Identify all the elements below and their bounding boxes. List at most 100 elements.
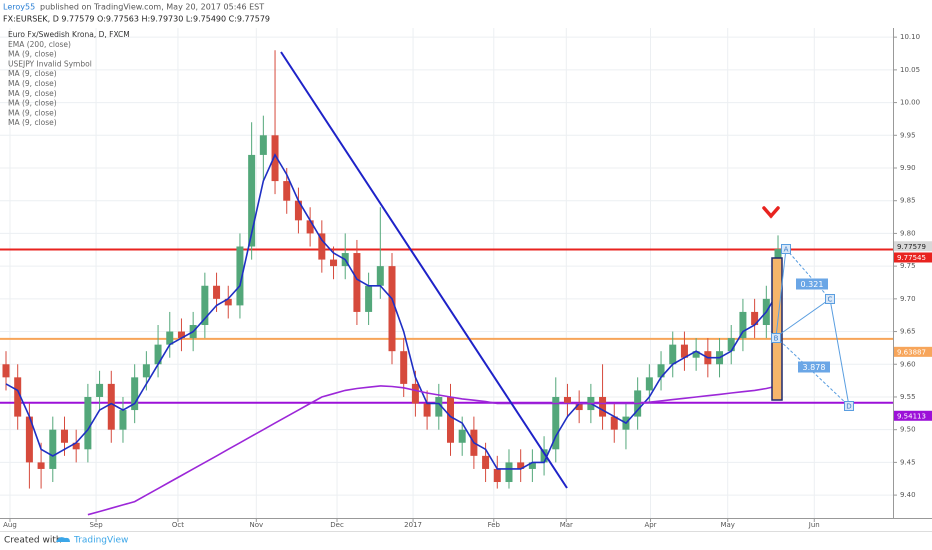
candle-body: [575, 403, 583, 411]
x-tick-label: Oct: [172, 521, 184, 529]
candle-body: [49, 429, 57, 469]
plot: [0, 50, 893, 516]
candle-body: [505, 462, 513, 483]
y-tick-label: 9.95: [900, 131, 916, 139]
y-tick-label: 9.55: [900, 393, 916, 401]
candle-body: [283, 181, 291, 201]
y-tick-label: 9.85: [900, 197, 916, 205]
publisher[interactable]: Leroy55: [3, 3, 35, 12]
candle-body: [552, 396, 560, 450]
candle-body: [2, 364, 10, 378]
candle-body: [657, 364, 665, 378]
x-tick-label: Nov: [249, 521, 263, 529]
legend-entry: MA (9, close): [8, 99, 57, 108]
candle-body: [482, 455, 490, 469]
candle-body: [692, 351, 700, 358]
candle-body: [224, 298, 232, 306]
y-tick-label: 9.40: [900, 491, 916, 499]
y-tick-label: 10.00: [900, 99, 920, 107]
legend-entry: MA (9, close): [8, 50, 57, 59]
candle-body: [400, 351, 408, 384]
legend-entry: MA (9, close): [8, 108, 57, 117]
candle-body: [177, 331, 185, 339]
candle-body: [236, 246, 244, 306]
candle-body: [435, 396, 443, 417]
legend-entry: Euro Fx/Swedish Krona, D, FXCM: [8, 30, 130, 39]
y-tick-label: 10.05: [900, 66, 920, 74]
abcd-path: [775, 248, 850, 407]
price-label: 9.77579: [897, 243, 926, 251]
x-tick-label: 2017: [404, 521, 422, 529]
symbol-line: FX:EURSEK, D 9.77579 O:9.77563 H:9.79730…: [3, 15, 270, 24]
candle-body: [119, 410, 127, 430]
candle-body: [84, 396, 92, 450]
legend-entry: MA (9, close): [8, 89, 57, 98]
indicator-line: [87, 385, 779, 516]
footer-created: Created with: [4, 536, 62, 546]
x-tick-label: Mar: [560, 521, 573, 529]
x-tick-label: Feb: [488, 521, 501, 529]
candle-body: [294, 200, 302, 221]
pattern-point-box: [844, 401, 854, 411]
candle-body: [365, 285, 373, 312]
candle-body: [25, 416, 33, 463]
price-label-box: [894, 410, 932, 421]
pattern-point-box: [781, 244, 791, 254]
legend-entry: EMA (200, close): [8, 40, 71, 49]
candle-body: [131, 377, 139, 411]
tv-logo: [56, 537, 70, 542]
candle-body: [213, 285, 221, 299]
candle-body: [37, 462, 45, 469]
pattern-point: B: [774, 335, 779, 343]
y-tick-label: 9.65: [900, 328, 916, 336]
ratio-label: 3.878: [803, 363, 826, 372]
ratio-box: [798, 361, 830, 373]
candle-body: [166, 331, 174, 345]
y-tick-label: 10.10: [900, 33, 920, 41]
y-tick-label: 9.80: [900, 229, 916, 237]
candle-body: [680, 344, 688, 358]
y-tick-label: 9.50: [900, 426, 916, 434]
candle-body: [540, 449, 548, 463]
trend-line: [280, 51, 568, 489]
candle-body: [306, 220, 314, 234]
candle-body: [751, 311, 759, 326]
footer-brand[interactable]: TradingView: [73, 536, 128, 546]
candle-body: [528, 462, 536, 469]
candle-body: [376, 266, 384, 286]
price-label-box: [894, 252, 932, 263]
x-tick-label: May: [720, 521, 734, 529]
candle-body: [271, 135, 279, 182]
x-tick-label: Jun: [808, 521, 820, 529]
candle-body: [727, 338, 735, 352]
red-arrow: [762, 206, 780, 219]
x-tick-label: Dec: [330, 521, 344, 529]
candle-body: [446, 396, 454, 443]
candle-body: [330, 259, 338, 267]
ratio-label: 0.321: [801, 280, 824, 289]
candle-body: [14, 377, 22, 417]
published: published on TradingView.com, May 20, 20…: [40, 3, 264, 12]
candle-body: [259, 135, 267, 155]
candle-body: [318, 233, 326, 260]
candle-body: [739, 311, 747, 339]
x-tick-label: Aug: [3, 521, 17, 529]
candle-body: [96, 383, 104, 397]
x-tick-label: Apr: [644, 521, 656, 529]
price-label-box: [894, 241, 932, 252]
candle-body: [563, 396, 571, 404]
indicator-line: [5, 153, 779, 470]
candle-body: [458, 429, 466, 443]
candle-body: [388, 266, 396, 352]
pattern-point: C: [828, 296, 833, 304]
y-tick-label: 9.70: [900, 295, 916, 303]
candle-body: [599, 396, 607, 417]
candle-body: [645, 377, 653, 391]
grid: [0, 28, 893, 518]
candle-body: [411, 383, 419, 404]
candle-body: [154, 344, 162, 365]
candle-body: [142, 364, 150, 378]
pattern-point-box: [825, 294, 835, 304]
candle-body: [493, 468, 501, 483]
